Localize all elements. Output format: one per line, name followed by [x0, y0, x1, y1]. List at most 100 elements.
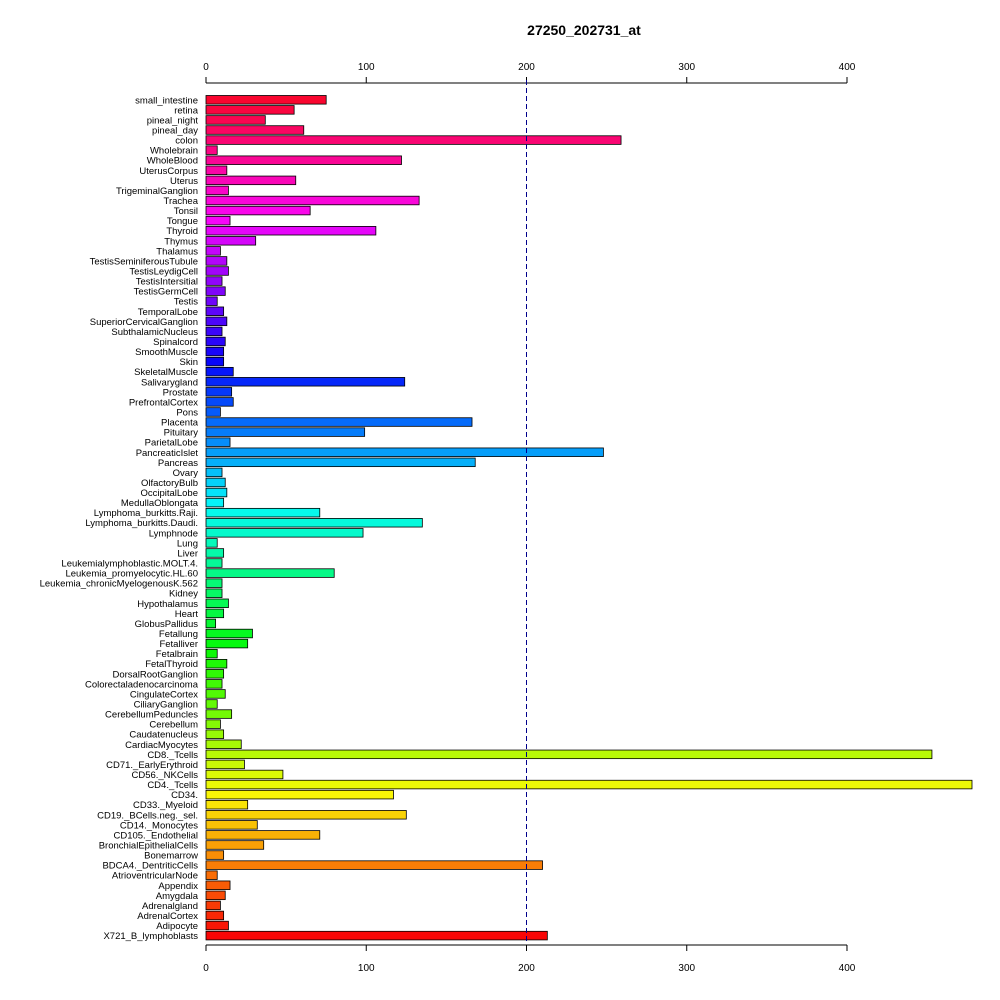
category-label: Leukemia_chronicMyelogenousK.562: [40, 579, 198, 590]
category-label: ParietalLobe: [145, 438, 198, 449]
category-label: Pons: [176, 407, 198, 418]
bar: [205, 689, 226, 699]
category-label: OccipitalLobe: [140, 488, 198, 499]
bottom-axis-tick-label: 300: [678, 963, 695, 974]
category-label: UterusCorpus: [139, 166, 198, 177]
category-label: Bonemarrow: [144, 851, 198, 862]
category-label: DorsalRootGanglion: [112, 669, 198, 680]
category-label: Uterus: [170, 176, 198, 187]
category-label: WholeBlood: [147, 156, 198, 167]
category-label: OlfactoryBulb: [141, 478, 198, 489]
bar: [205, 286, 226, 296]
bar: [205, 558, 223, 568]
top-axis-tick-label: 100: [358, 62, 375, 73]
bar: [205, 598, 229, 609]
category-label: Caudatenucleus: [129, 730, 198, 741]
bottom-axis-tick-label: 0: [203, 963, 209, 974]
bar: [205, 769, 284, 780]
category-label: AtrioventricularNode: [112, 871, 198, 882]
category-label: Adipocyte: [156, 921, 198, 932]
bar: [205, 256, 228, 266]
category-label: Testis: [174, 297, 199, 308]
bar: [205, 135, 622, 145]
bar: [205, 205, 311, 216]
category-label: colon: [175, 136, 198, 147]
category-label: PancreaticIslet: [136, 448, 199, 459]
bar: [205, 185, 229, 196]
category-label: SuperiorCervicalGanglion: [90, 317, 198, 328]
bar: [205, 457, 476, 468]
bar: [205, 860, 543, 870]
bar: [205, 427, 366, 437]
category-label: CD4._Tcells: [147, 780, 198, 791]
category-label: TrigeminalGanglion: [116, 186, 198, 197]
bar: [205, 397, 234, 407]
category-label: Fetalliver: [159, 639, 198, 650]
category-label: Hypothalamus: [137, 599, 198, 610]
category-label: CD34.: [171, 790, 198, 801]
category-label: SmoothMuscle: [135, 347, 198, 358]
bar: [205, 125, 305, 135]
category-label: TemporalLobe: [138, 307, 198, 318]
bar: [205, 336, 226, 347]
bar: [205, 467, 223, 478]
category-label: Leukemialymphoblastic.MOLT.4.: [61, 559, 198, 570]
category-label: PrefrontalCortex: [129, 397, 198, 408]
bar: [205, 659, 228, 669]
bar: [205, 165, 228, 175]
bar: [205, 850, 225, 860]
bar: [205, 900, 221, 911]
bar: [205, 507, 321, 518]
bar: [205, 226, 377, 236]
bar: [205, 407, 221, 417]
bar: [205, 709, 233, 719]
bar: [205, 729, 225, 739]
bar: [205, 800, 249, 810]
category-label: Thymus: [164, 236, 198, 247]
category-label: Lymphoma_burkitts.Raji.: [94, 508, 198, 519]
category-label: pineal_day: [152, 126, 198, 137]
bar: [205, 669, 225, 679]
category-label: Prostate: [163, 387, 198, 398]
bar: [205, 910, 225, 921]
category-label: Adrenalgland: [142, 901, 198, 912]
category-label: CD56._NKCells: [131, 770, 198, 781]
category-label: Lymphoma_burkitts.Daudi.: [85, 518, 198, 529]
bottom-axis-tick-label: 100: [358, 963, 375, 974]
category-label: CingulateCortex: [130, 689, 198, 700]
bar: [205, 95, 327, 105]
bar: [205, 497, 225, 508]
bar: [205, 820, 258, 830]
category-label: Ovary: [173, 468, 199, 479]
bar: [205, 578, 223, 588]
bar: [205, 437, 231, 447]
category-label: Colorectaladenocarcinoma: [85, 679, 199, 690]
bar: [205, 588, 223, 598]
bar: [205, 487, 228, 498]
category-label: Placenta: [161, 418, 199, 429]
category-label: AdrenalCortex: [137, 911, 198, 922]
bar: [205, 628, 253, 639]
bar: [205, 417, 473, 427]
bar: [205, 608, 225, 619]
category-label: X721_B_lymphoblasts: [103, 931, 198, 942]
category-label: Appendix: [158, 881, 198, 892]
bar: [205, 810, 407, 820]
top-axis-tick-label: 400: [839, 62, 856, 73]
category-label: SkeletalMuscle: [134, 367, 198, 378]
category-label: Wholebrain: [150, 146, 198, 157]
bar: [205, 779, 973, 790]
category-label: Pituitary: [164, 428, 199, 439]
category-label: Cerebellum: [149, 720, 198, 731]
bottom-axis-tick-label: 200: [518, 963, 535, 974]
bars-group: [205, 95, 973, 941]
bar: [205, 930, 548, 941]
category-label: CerebellumPeduncles: [105, 710, 198, 721]
bar: [205, 890, 226, 901]
category-label: Tongue: [167, 216, 198, 227]
category-label: Tonsil: [174, 206, 198, 217]
bar: [205, 739, 242, 749]
category-label: Fetallung: [159, 629, 198, 640]
category-label: SubthalamicNucleus: [111, 327, 198, 338]
bottom-x-axis: 0 100 200 300 400: [203, 944, 856, 974]
